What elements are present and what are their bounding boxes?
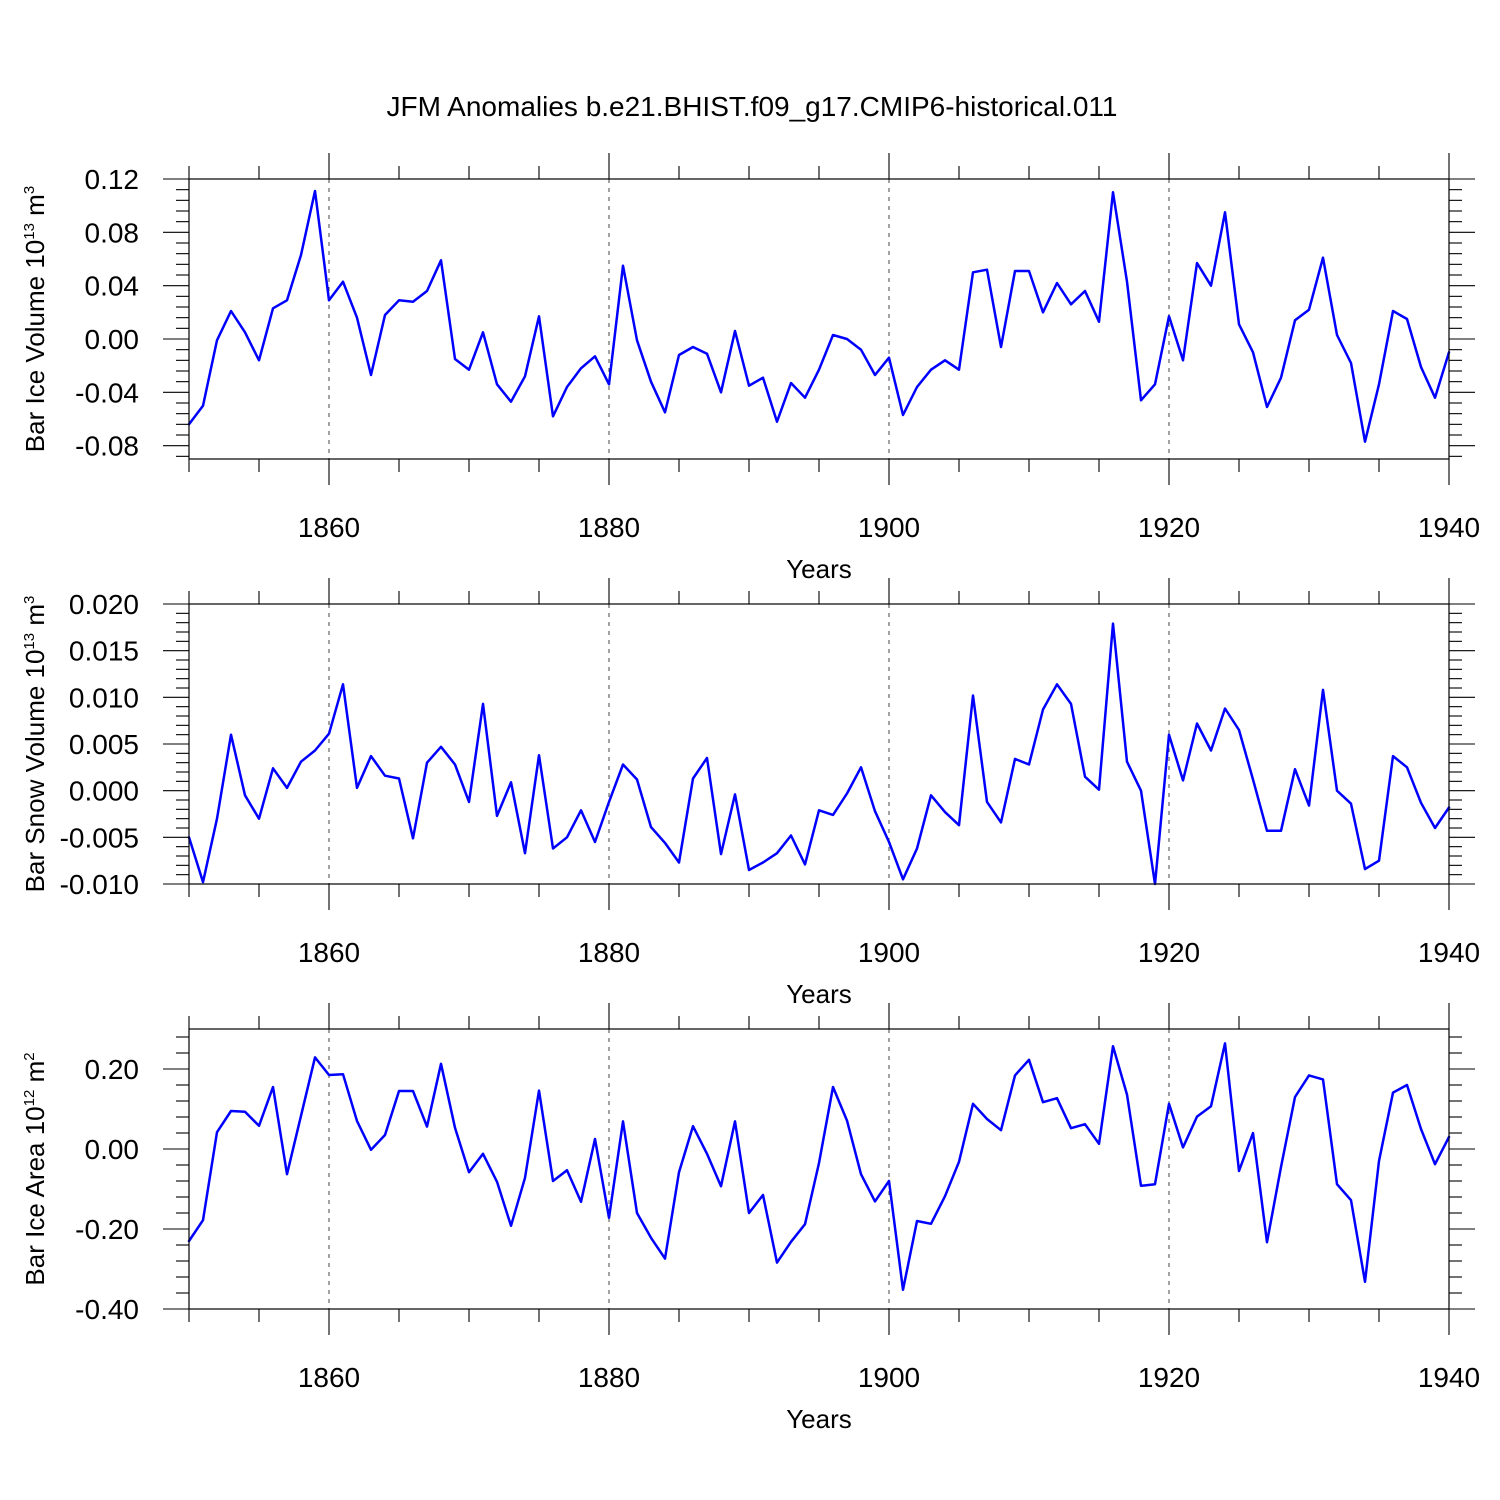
snow-volume-series-line (187, 622, 1451, 886)
panel-ice-volume: 1860 1880 1900 1920 1940 -0.08 -0.04 0.00 0.04 0.… (20, 153, 1480, 584)
ice-volume-series-line (187, 189, 1451, 443)
ice-volume-y-tick-label: 0.08 (85, 217, 140, 248)
ice-volume-x-tick-label: 1860 (298, 512, 360, 543)
ice-volume-y-axis-label: Bar Ice Volume 1013 m3 (20, 186, 50, 452)
snow-volume-x-tick-label: 1880 (578, 937, 640, 968)
ice-volume-y-tick-label: 0.12 (85, 164, 140, 195)
ice-area-y-axis-label: Bar Ice Area 1012 m2 (20, 1052, 50, 1285)
snow-volume-y-tick-label: 0.010 (69, 682, 139, 713)
panel-ice-volume-frame (188, 178, 1450, 460)
panel-ice-area-tick-labels: 1860 1880 1900 1920 1940 -0.40 -0.20 0.00 0.20 (75, 1054, 1480, 1393)
ice-area-x-tick-label: 1940 (1418, 1362, 1480, 1393)
panel-ice-volume-tick-labels: 1860 1880 1900 1920 1940 -0.08 -0.04 0.00 0.04 0.… (75, 164, 1480, 543)
ice-area-x-axis-label: Years (786, 1404, 852, 1434)
ice-volume-y-tick-label: 0.04 (85, 271, 140, 302)
snow-volume-y-tick-label: -0.010 (60, 869, 139, 900)
ice-volume-x-tick-label: 1880 (578, 512, 640, 543)
panel-ice-area: 1860 1880 1900 1920 1940 -0.40 -0.20 0.00 0.20 Y… (20, 1003, 1480, 1434)
ice-area-y-tick-label: 0.00 (85, 1134, 140, 1165)
panel-ice-volume-ticks (163, 153, 1475, 485)
snow-volume-y-tick-label: 0.020 (69, 589, 139, 620)
panel-ice-volume-gridlines (328, 179, 1170, 459)
ice-volume-x-tick-label: 1920 (1138, 512, 1200, 543)
ice-area-y-tick-label: -0.20 (75, 1214, 139, 1245)
panel-ice-area-frame (188, 1028, 1450, 1310)
ice-area-series-line (187, 1042, 1451, 1292)
ice-area-x-tick-label: 1920 (1138, 1362, 1200, 1393)
snow-volume-x-axis-label: Years (786, 979, 852, 1009)
ice-area-x-tick-label: 1860 (298, 1362, 360, 1393)
ice-volume-y-tick-label: -0.04 (75, 377, 139, 408)
panel-snow-volume-frame (188, 603, 1450, 885)
panel-ice-area-gridlines (328, 1029, 1170, 1309)
panel-snow-volume-tick-labels: 1860 1880 1900 1920 1940 -0.010 -0.005 0.000 0.0… (60, 589, 1481, 968)
ice-volume-x-axis-label: Years (786, 554, 852, 584)
snow-volume-x-tick-label: 1900 (858, 937, 920, 968)
snow-volume-y-tick-label: 0.015 (69, 636, 139, 667)
ice-area-x-tick-label: 1900 (858, 1362, 920, 1393)
panel-snow-volume-gridlines (328, 604, 1170, 884)
ice-volume-y-tick-label: -0.08 (75, 431, 139, 462)
ice-volume-x-tick-label: 1940 (1418, 512, 1480, 543)
ice-volume-x-tick-label: 1900 (858, 512, 920, 543)
snow-volume-x-tick-label: 1920 (1138, 937, 1200, 968)
snow-volume-y-tick-label: 0.000 (69, 776, 139, 807)
panel-ice-area-ticks (163, 1003, 1475, 1335)
chart-title: JFM Anomalies b.e21.BHIST.f09_g17.CMIP6-… (387, 91, 1118, 122)
snow-volume-x-tick-label: 1940 (1418, 937, 1480, 968)
panel-snow-volume-ticks (163, 578, 1475, 910)
ice-area-y-tick-label: -0.40 (75, 1294, 139, 1325)
ice-area-x-tick-label: 1880 (578, 1362, 640, 1393)
snow-volume-y-tick-label: 0.005 (69, 729, 139, 760)
ice-area-y-tick-label: 0.20 (85, 1054, 140, 1085)
panel-snow-volume: 1860 1880 1900 1920 1940 -0.010 -0.005 0.000 0.0… (20, 578, 1480, 1009)
ice-volume-y-tick-label: 0.00 (85, 324, 140, 355)
snow-volume-y-axis-label: Bar Snow Volume 1013 m3 (20, 596, 50, 893)
snow-volume-x-tick-label: 1860 (298, 937, 360, 968)
snow-volume-y-tick-label: -0.005 (60, 822, 139, 853)
